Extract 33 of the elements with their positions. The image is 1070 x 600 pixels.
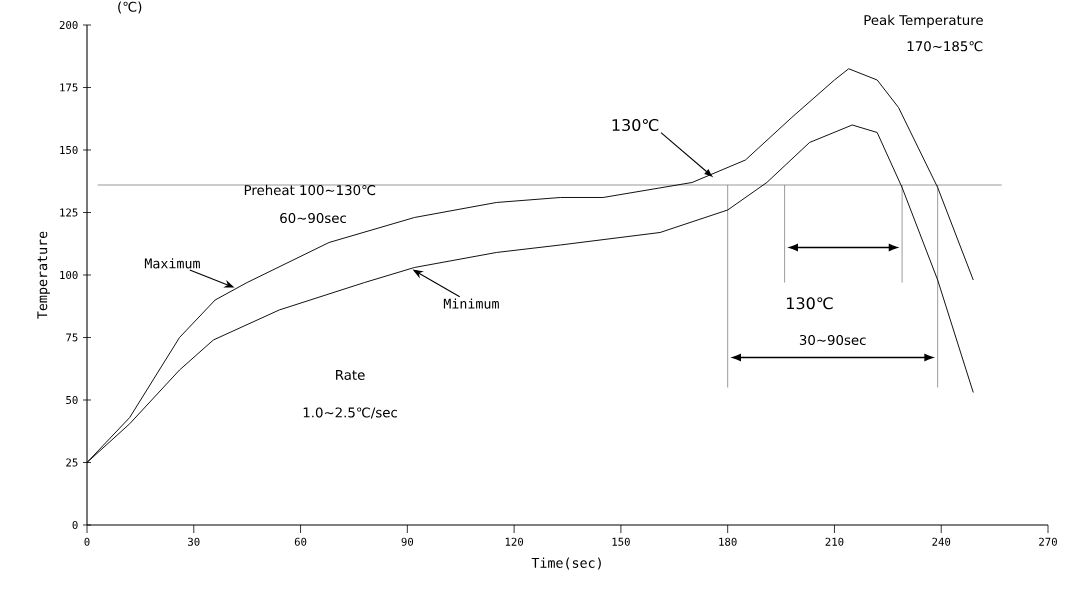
x-tick-label: 240 xyxy=(932,537,951,546)
annotation: 60∼90sec xyxy=(280,212,346,224)
y-tick-label: 175 xyxy=(60,83,78,92)
x-tick-label: 60 xyxy=(294,537,307,546)
x-tick-label: 210 xyxy=(825,537,844,546)
annotation: 30∼90sec xyxy=(799,334,866,346)
x-tick-label: 270 xyxy=(1039,537,1057,546)
y-tick-label: 50 xyxy=(66,395,78,405)
x-axis-title: Time(sec) xyxy=(531,557,601,570)
text: (℃) xyxy=(118,1,142,14)
annotation: 1.0∼2.5℃/sec xyxy=(303,407,397,419)
y-tick-label: 25 xyxy=(66,458,78,467)
x-tick-label: 30 xyxy=(188,537,200,546)
x-tick-label: 0 xyxy=(84,537,90,546)
y-tick-label: 100 xyxy=(60,270,78,280)
y-tick-label: 0 xyxy=(72,520,78,530)
x-tick-label: 180 xyxy=(719,537,737,546)
annotation: 130℃ xyxy=(612,118,659,132)
annotation: 170∼185℃ xyxy=(907,41,983,52)
x-tick-label: 150 xyxy=(612,537,630,546)
y-tick-label: 75 xyxy=(66,333,78,342)
annotation: Rate xyxy=(336,370,365,380)
y-tick-label: 150 xyxy=(60,145,78,155)
annotation: Peak Temperature xyxy=(864,14,983,28)
x-tick-label: 90 xyxy=(401,537,414,546)
y-axis-title: Temperature xyxy=(37,231,50,319)
annotation: Preheat 100∼130℃ xyxy=(244,184,376,196)
y-tick-label: 125 xyxy=(60,208,78,217)
legend-label: Minimum xyxy=(443,298,499,309)
annotation: 130℃ xyxy=(787,297,833,310)
y-tick-label: 200 xyxy=(59,20,78,30)
x-tick-label: 120 xyxy=(505,537,524,546)
text: Maximum xyxy=(144,258,200,269)
